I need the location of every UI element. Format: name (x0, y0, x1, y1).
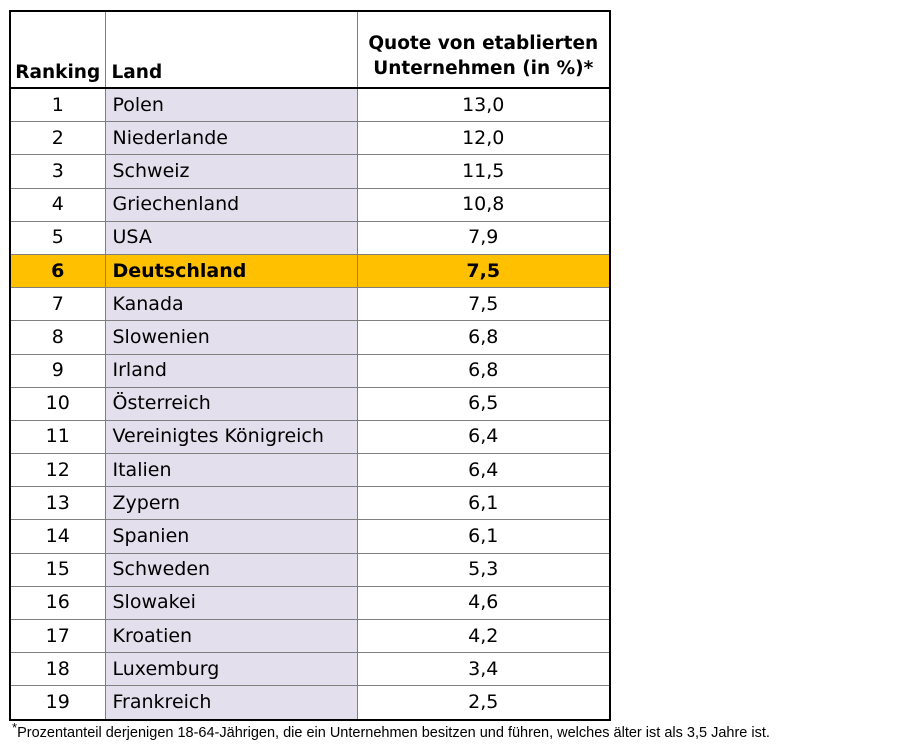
rank-cell: 19 (9, 685, 106, 721)
rank-cell: 4 (9, 187, 106, 222)
table-row: 1 Polen 13,0 (9, 87, 611, 123)
land-cell: USA (104, 220, 358, 255)
ranking-table: Ranking Land Quote von etablierten Unter… (9, 10, 611, 721)
land-cell: Griechenland (104, 187, 358, 222)
rank-cell: 13 (9, 486, 106, 521)
rank-cell: 1 (9, 87, 106, 123)
rank-cell: 2 (9, 121, 106, 156)
table-row: 18 Luxemburg 3,4 (9, 652, 611, 687)
footnote-marker: * (12, 720, 18, 735)
land-cell: Zypern (104, 486, 358, 521)
land-cell: Kanada (104, 287, 358, 322)
table-row: 14 Spanien 6,1 (9, 519, 611, 554)
rank-cell: 16 (9, 585, 106, 621)
land-cell: Slowakei (104, 585, 358, 621)
table-row: 6 Deutschland 7,5 (9, 253, 611, 289)
rank-cell: 8 (9, 320, 106, 355)
table-row: 10 Österreich 6,5 (9, 386, 611, 421)
land-cell: Schweden (104, 552, 358, 587)
quote-cell: 5,3 (356, 552, 611, 587)
quote-cell: 7,9 (356, 220, 611, 255)
quote-cell: 4,6 (356, 585, 611, 621)
table-row: 3 Schweiz 11,5 (9, 154, 611, 189)
table-row: 12 Italien 6,4 (9, 453, 611, 488)
header-land: Land (104, 10, 358, 89)
quote-cell: 6,5 (356, 386, 611, 421)
table-row: 8 Slowenien 6,8 (9, 320, 611, 355)
header-row: Ranking Land Quote von etablierten Unter… (9, 10, 611, 89)
land-cell: Österreich (104, 386, 358, 421)
rank-cell: 11 (9, 419, 106, 455)
land-cell: Schweiz (104, 154, 358, 189)
quote-cell: 3,4 (356, 652, 611, 687)
quote-cell: 6,4 (356, 419, 611, 455)
land-cell: Frankreich (104, 685, 358, 721)
rank-cell: 3 (9, 154, 106, 189)
table-row: 17 Kroatien 4,2 (9, 618, 611, 654)
quote-cell: 6,4 (356, 453, 611, 488)
header-quote: Quote von etablierten Unternehmen (in %)… (356, 10, 611, 89)
land-cell: Kroatien (104, 618, 358, 654)
land-cell: Slowenien (104, 320, 358, 355)
land-cell: Niederlande (104, 121, 358, 156)
land-cell: Irland (104, 353, 358, 388)
table-row: 5 USA 7,9 (9, 220, 611, 255)
table-row: 15 Schweden 5,3 (9, 552, 611, 587)
rank-cell: 9 (9, 353, 106, 388)
land-cell: Polen (104, 87, 358, 123)
rank-cell: 10 (9, 386, 106, 421)
table-row: 11 Vereinigtes Königreich 6,4 (9, 419, 611, 455)
quote-cell: 6,1 (356, 486, 611, 521)
land-cell: Deutschland (104, 253, 358, 289)
header-quote-line2: Unternehmen (in %)* (373, 58, 594, 80)
rank-cell: 6 (9, 253, 106, 289)
table-row: 2 Niederlande 12,0 (9, 121, 611, 156)
header-ranking: Ranking (9, 10, 106, 89)
land-cell: Spanien (104, 519, 358, 554)
rank-cell: 5 (9, 220, 106, 255)
footnote-text: Prozentanteil derjenigen 18-64-Jährigen,… (17, 725, 770, 741)
rank-cell: 12 (9, 453, 106, 488)
footnote: *Prozentanteil derjenigen 18-64-Jährigen… (12, 720, 770, 741)
quote-cell: 6,1 (356, 519, 611, 554)
rank-cell: 17 (9, 618, 106, 654)
table-row: 19 Frankreich 2,5 (9, 685, 611, 721)
quote-cell: 10,8 (356, 187, 611, 222)
quote-cell: 7,5 (356, 287, 611, 322)
rank-cell: 14 (9, 519, 106, 554)
header-quote-line1: Quote von etablierten (368, 33, 599, 55)
rank-cell: 15 (9, 552, 106, 587)
quote-cell: 6,8 (356, 353, 611, 388)
land-cell: Italien (104, 453, 358, 488)
quote-cell: 12,0 (356, 121, 611, 156)
rank-cell: 7 (9, 287, 106, 322)
quote-cell: 4,2 (356, 618, 611, 654)
table-row: 9 Irland 6,8 (9, 353, 611, 388)
land-cell: Vereinigtes Königreich (104, 419, 358, 455)
table-row: 16 Slowakei 4,6 (9, 585, 611, 621)
quote-cell: 11,5 (356, 154, 611, 189)
quote-cell: 13,0 (356, 87, 611, 123)
quote-cell: 2,5 (356, 685, 611, 721)
table-row: 4 Griechenland 10,8 (9, 187, 611, 222)
table-body: 1 Polen 13,0 2 Niederlande 12,0 3 Schweiz 11,5 4 G… (9, 87, 611, 721)
quote-cell: 6,8 (356, 320, 611, 355)
quote-cell: 7,5 (356, 253, 611, 289)
table-row: 7 Kanada 7,5 (9, 287, 611, 322)
rank-cell: 18 (9, 652, 106, 687)
land-cell: Luxemburg (104, 652, 358, 687)
table-row: 13 Zypern 6,1 (9, 486, 611, 521)
